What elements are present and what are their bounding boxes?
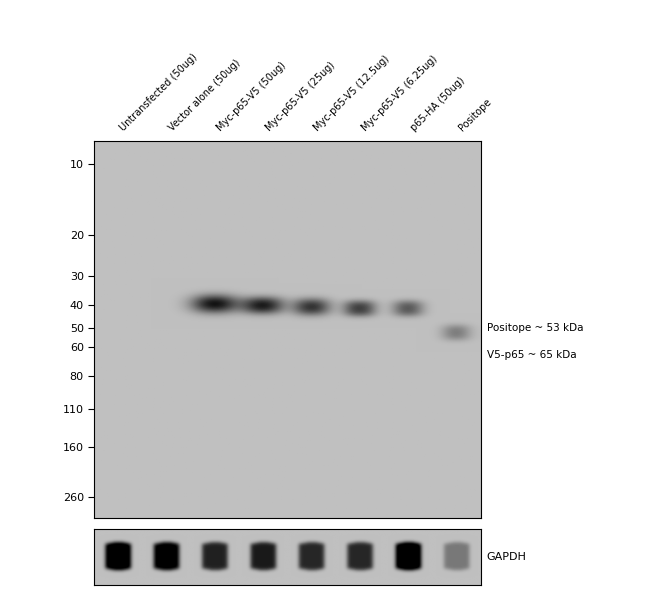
- Text: Positope ~ 53 kDa: Positope ~ 53 kDa: [487, 323, 583, 333]
- Text: Vector alone (50ug): Vector alone (50ug): [167, 58, 242, 134]
- Text: Myc-p65-V5 (12.5ug): Myc-p65-V5 (12.5ug): [312, 54, 391, 134]
- Text: Untransfected (50ug): Untransfected (50ug): [118, 52, 200, 134]
- Text: GAPDH: GAPDH: [487, 552, 526, 562]
- Text: Positope: Positope: [457, 97, 493, 134]
- Text: V5-p65 ~ 65 kDa: V5-p65 ~ 65 kDa: [487, 350, 577, 360]
- Text: p65-HA (50ug): p65-HA (50ug): [408, 76, 466, 134]
- Text: Myc-p65-V5 (50ug): Myc-p65-V5 (50ug): [215, 61, 288, 134]
- Text: Myc-p65-V5 (25ug): Myc-p65-V5 (25ug): [263, 61, 336, 134]
- Text: Myc-p65-V5 (6.25ug): Myc-p65-V5 (6.25ug): [360, 54, 439, 134]
